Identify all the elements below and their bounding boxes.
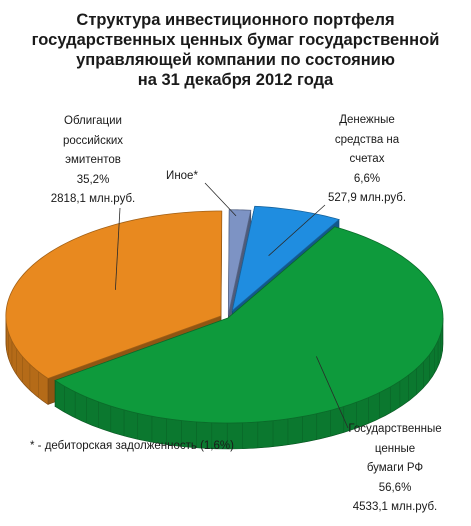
- chart-title-line: государственных ценных бумаг государстве…: [31, 31, 440, 49]
- slice-label-gov-securities: Государственные ценные бумаги РФ 56,6% 4…: [320, 420, 470, 518]
- leader-line: [114, 207, 121, 290]
- slice-label-name: Иное*: [166, 170, 198, 182]
- leader-line: [316, 356, 349, 429]
- leader-lines: [114, 182, 349, 429]
- chart-title-line: Структура инвестиционного портфеля: [76, 11, 395, 29]
- slice-label-amount: 4533,1 млн.руб.: [352, 501, 438, 513]
- pie-tops: [5, 205, 444, 424]
- slice-label-bonds: Облигации российских эмитентов 35,2% 281…: [18, 112, 168, 210]
- slice-label-cash: Денежные средства на счетах 6,6% 527,9 м…: [312, 111, 422, 209]
- slice-label-name: ценные: [374, 442, 416, 455]
- pie-slice: [54, 226, 444, 424]
- pie-slice: [231, 205, 340, 312]
- leader-line: [204, 182, 237, 217]
- leader-line: [268, 204, 326, 257]
- slice-label-amount: 527,9 млн.руб.: [327, 192, 407, 204]
- slice-label-amount: 2818,1 млн.руб.: [50, 193, 136, 205]
- slice-label-name: бумаги РФ: [366, 462, 424, 474]
- footnote: * - дебиторская задолженность (1,6%): [30, 440, 234, 452]
- slice-label-percent: 56,6%: [378, 481, 412, 494]
- chart-title-line: на 31 декабря 2012 года: [137, 71, 334, 89]
- chart-title: Структура инвестиционного портфеля госуд…: [0, 10, 471, 90]
- chart-title-line: управляющей компании по состоянию: [76, 51, 395, 69]
- slice-label-percent: 6,6%: [353, 172, 381, 185]
- pie-slice: [5, 210, 223, 379]
- slice-label-name: Облигации: [64, 115, 122, 127]
- slice-label-other: Иное*: [152, 167, 212, 187]
- slice-label-name: эмитентов: [65, 154, 121, 166]
- slice-label-name: Государственные: [348, 423, 442, 435]
- slice-label-name: счетах: [349, 153, 385, 165]
- slice-label-name: российских: [62, 134, 124, 147]
- slice-label-percent: 35,2%: [76, 173, 110, 186]
- slice-label-name: Денежные: [339, 114, 395, 126]
- slice-label-name: средства на: [334, 133, 400, 146]
- pie-slice: [227, 209, 252, 315]
